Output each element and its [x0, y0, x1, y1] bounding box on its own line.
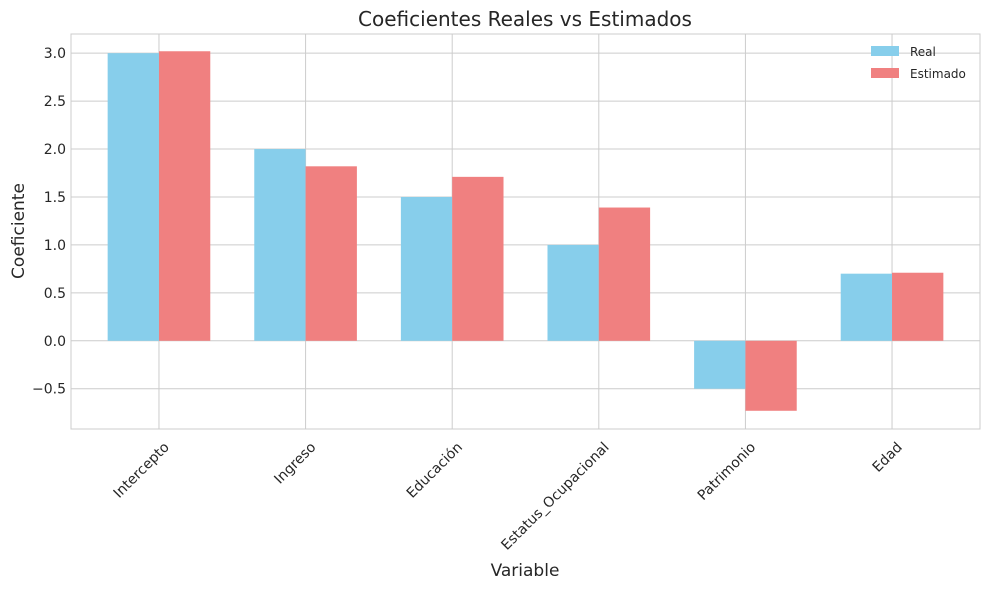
- legend: Real Estimado: [871, 45, 966, 81]
- grid: [71, 34, 980, 429]
- y-tick-label: 1.0: [44, 238, 66, 254]
- y-axis-ticks: −0.5 0.0 0.5 1.0 1.5 2.0 2.5 3.0: [32, 46, 66, 398]
- y-tick-label: 2.0: [44, 142, 66, 158]
- plot-frame: [70, 33, 981, 430]
- bar-estimado-intercepto: [158, 51, 211, 341]
- legend-label-real: Real: [910, 45, 936, 59]
- bar-estimado-estatus_ocupacional: [598, 207, 651, 341]
- y-tick-label: 3.0: [44, 46, 66, 62]
- bar-real-estatus_ocupacional: [547, 244, 599, 341]
- y-tick-label: −0.5: [32, 382, 66, 398]
- chart-title: Coeficientes Reales vs Estimados: [358, 7, 692, 31]
- bar-estimado-ingreso: [305, 166, 357, 341]
- bars: [107, 51, 944, 411]
- y-tick-label: 2.5: [44, 94, 66, 110]
- bar-real-edad: [840, 273, 893, 341]
- x-tick-label: Patrimonio: [695, 439, 759, 503]
- x-tick-label: Educación: [404, 439, 466, 501]
- bar-estimado-patrimonio: [745, 340, 797, 411]
- x-axis-ticks: Intercepto Ingreso Educación Estatus_Ocupac…: [111, 439, 906, 553]
- x-axis-label: Variable: [491, 561, 560, 581]
- x-tick-label: Estatus_Ocupacional: [498, 439, 612, 553]
- legend-swatch-estimado: [871, 68, 899, 78]
- legend-label-estimado: Estimado: [910, 67, 966, 81]
- bar-real-ingreso: [254, 149, 306, 341]
- y-tick-label: 0.5: [44, 286, 66, 302]
- y-tick-label: 0.0: [44, 334, 66, 350]
- y-axis-label: Coeficiente: [9, 183, 29, 279]
- y-tick-label: 1.5: [44, 190, 66, 206]
- x-tick-label: Ingreso: [271, 439, 319, 487]
- x-tick-label: Edad: [870, 439, 906, 475]
- bar-real-intercepto: [107, 53, 159, 341]
- bar-estimado-edad: [892, 272, 944, 341]
- x-tick-label: Intercepto: [111, 439, 173, 501]
- bar-estimado-educación: [452, 176, 504, 341]
- bar-real-patrimonio: [694, 340, 746, 389]
- bar-real-educación: [400, 196, 453, 341]
- legend-swatch-real: [871, 46, 899, 56]
